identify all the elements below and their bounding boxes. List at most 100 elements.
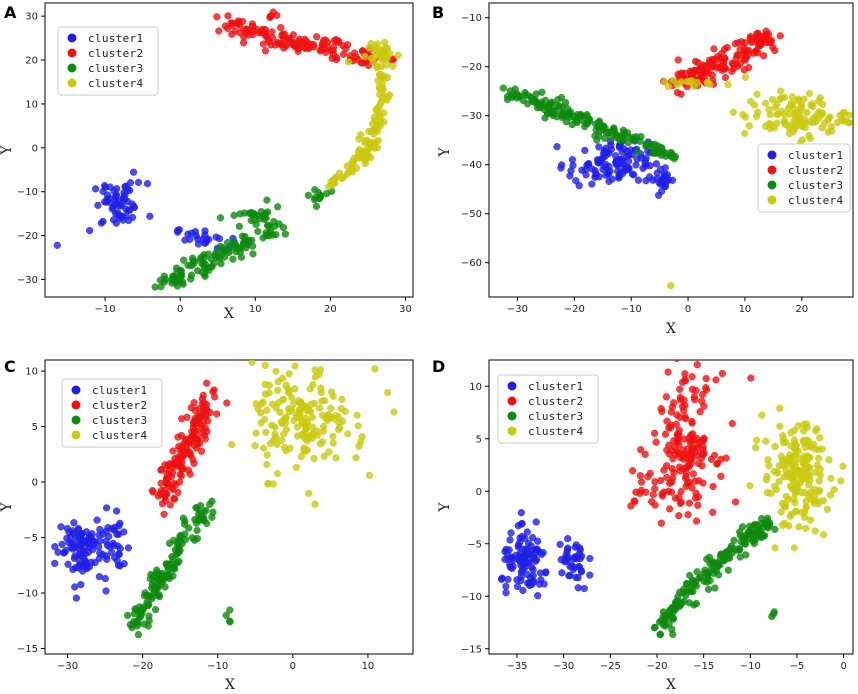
scatter-point-cluster4 — [813, 461, 821, 469]
scatter-point-cluster1 — [574, 584, 582, 592]
scatter-point-cluster2 — [189, 455, 197, 464]
scatter-point-cluster2 — [651, 478, 659, 486]
scatter-point-cluster2 — [754, 49, 762, 57]
scatter-point-cluster3 — [533, 104, 542, 112]
scatter-point-cluster4 — [797, 106, 805, 114]
scatter-point-cluster1 — [628, 170, 637, 178]
scatter-point-cluster4 — [816, 471, 824, 479]
scatter-point-cluster4 — [284, 389, 293, 397]
scatter-point-cluster1 — [528, 546, 536, 555]
scatter-point-cluster1 — [664, 176, 673, 184]
scatter-point-cluster2 — [190, 399, 198, 407]
legend-marker-cluster1 — [67, 33, 77, 43]
scatter-point-cluster1 — [101, 574, 109, 583]
scatter-point-cluster4 — [379, 86, 387, 94]
panel-label-a: A — [4, 3, 17, 22]
scatter-point-cluster2 — [261, 47, 270, 55]
scatter-point-cluster4 — [791, 460, 800, 468]
scatter-point-cluster2 — [273, 38, 282, 47]
scatter-point-cluster1 — [657, 187, 666, 195]
scatter-point-cluster4 — [741, 129, 749, 138]
scatter-point-cluster2 — [157, 466, 165, 474]
scatter-point-cluster4 — [344, 168, 353, 177]
scatter-point-cluster4 — [263, 451, 271, 459]
scatter-point-cluster4 — [785, 129, 794, 138]
x-axis-label-c: X — [225, 677, 235, 693]
scatter-point-cluster4 — [770, 467, 778, 476]
scatter-point-cluster4 — [278, 436, 286, 445]
scatter-point-cluster2 — [179, 442, 187, 450]
scatter-point-cluster3 — [693, 568, 701, 576]
scatter-point-cluster2 — [676, 499, 685, 508]
scatter-point-cluster2 — [644, 473, 652, 481]
scatter-point-cluster4 — [320, 452, 328, 460]
scatter-point-cluster1 — [513, 576, 521, 584]
scatter-point-cluster1 — [199, 235, 207, 243]
scatter-point-cluster4 — [803, 424, 811, 432]
scatter-point-cluster3 — [601, 124, 609, 132]
scatter-point-cluster4 — [310, 454, 318, 463]
scatter-point-cluster2 — [224, 12, 232, 20]
scatter-point-cluster4 — [776, 404, 784, 412]
x-tick-label: −30 — [57, 661, 78, 672]
scatter-point-cluster4 — [356, 146, 364, 154]
y-tick-label: −10 — [17, 187, 38, 198]
scatter-point-cluster4 — [353, 164, 361, 172]
scatter-point-cluster4 — [816, 434, 824, 442]
x-tick-label: −10 — [621, 304, 642, 315]
scatter-point-cluster2 — [702, 384, 710, 392]
scatter-point-cluster3 — [264, 222, 273, 230]
scatter-point-cluster3 — [145, 617, 153, 625]
scatter-point-cluster3 — [198, 268, 206, 276]
scatter-point-cluster3 — [636, 137, 644, 145]
scatter-point-cluster4 — [772, 485, 781, 494]
legend-marker-cluster3 — [67, 63, 77, 73]
scatter-point-cluster3 — [143, 598, 151, 606]
scatter-point-cluster4 — [839, 462, 847, 471]
scatter-point-cluster2 — [741, 46, 749, 55]
y-tick-label: −20 — [461, 62, 482, 73]
x-axis-ticks-b: −30 −20 −10 0 10 20 — [507, 297, 808, 315]
scatter-point-cluster3 — [724, 566, 732, 574]
scatter-point-cluster4 — [811, 527, 819, 535]
scatter-point-cluster4 — [330, 175, 338, 183]
scatter-point-cluster4 — [771, 103, 779, 112]
scatter-point-cluster3 — [681, 588, 690, 596]
scatter-point-cluster2 — [163, 470, 171, 478]
legend-marker-cluster1 — [767, 150, 777, 160]
scatter-point-cluster4 — [819, 531, 828, 539]
scatter-point-cluster3 — [207, 255, 215, 263]
scatter-point-cluster3 — [650, 149, 658, 157]
scatter-point-cluster3 — [123, 611, 132, 620]
scatter-point-cluster1 — [622, 166, 630, 174]
scatter-point-cluster4 — [804, 469, 812, 477]
scatter-point-cluster4 — [790, 426, 799, 435]
x-axis-ticks-c: −30 −20 −10 0 10 — [57, 654, 374, 672]
scatter-point-cluster2 — [636, 472, 645, 480]
scatter-point-cluster3 — [153, 591, 162, 600]
scatter-point-cluster2 — [696, 408, 704, 416]
scatter-point-cluster3 — [259, 234, 267, 242]
scatter-point-cluster4 — [805, 89, 814, 98]
scatter-point-cluster1 — [583, 161, 591, 169]
scatter-point-cluster1 — [642, 162, 650, 170]
scatter-point-cluster3 — [656, 630, 664, 638]
scatter-point-cluster4 — [802, 457, 811, 465]
legend-label-cluster2: cluster2 — [92, 399, 147, 412]
scatter-point-cluster3 — [220, 253, 229, 261]
scatter-point-cluster2 — [666, 424, 675, 432]
scatter-point-cluster1 — [74, 526, 83, 534]
scatter-point-cluster3 — [229, 255, 237, 263]
scatter-point-cluster4 — [797, 472, 805, 481]
scatter-point-cluster1 — [634, 176, 643, 184]
scatter-point-cluster1 — [115, 522, 123, 530]
scatter-point-cluster3 — [770, 608, 778, 616]
scatter-point-cluster4 — [776, 422, 784, 430]
scatter-point-cluster3 — [740, 536, 748, 544]
scatter-point-cluster4 — [379, 78, 387, 86]
scatter-point-cluster1 — [516, 538, 524, 546]
scatter-point-cluster1 — [642, 177, 650, 185]
scatter-point-cluster1 — [602, 171, 610, 179]
scatter-point-cluster4 — [264, 480, 272, 488]
scatter-point-cluster2 — [191, 406, 199, 415]
